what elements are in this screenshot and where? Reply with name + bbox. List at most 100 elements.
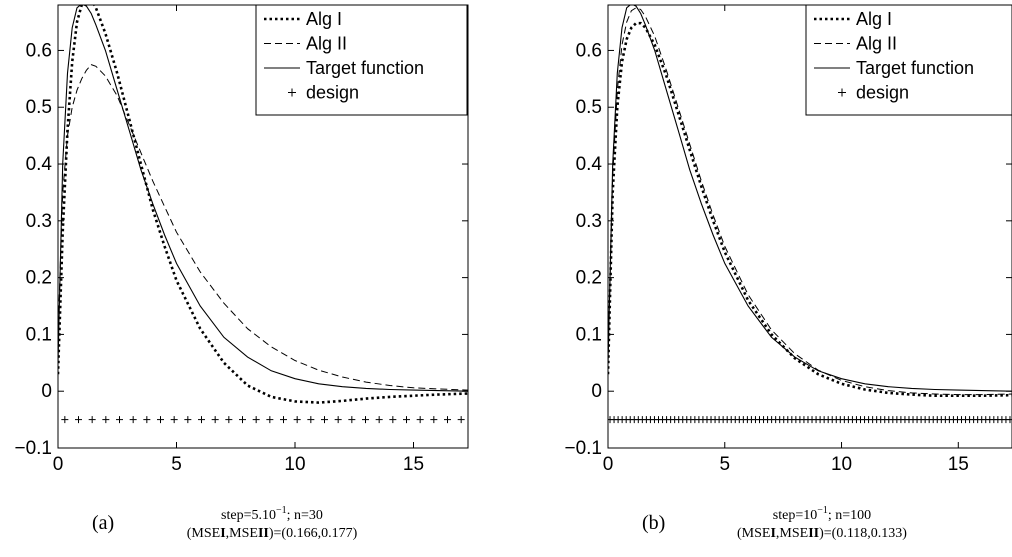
design-point [280,416,287,424]
series-line-alg-i [608,21,1012,398]
caption-line-2-mid: ,MSE [226,526,258,541]
design-point [88,416,96,424]
y-tick-label: −0.1 [14,438,52,459]
caption-line-1: step=5.10−1; n=30 [221,505,323,523]
design-point [293,416,301,424]
y-tick-label: 0.5 [26,97,52,118]
caption-line-2-post: )=(0.166,0.177) [269,526,358,541]
caption-line-2: (MSEI,MSEII)=(0.166,0.177) [187,526,358,541]
x-tick-label: 15 [403,454,424,475]
design-point [129,416,137,424]
y-tick-label: 0 [591,381,602,402]
legend-label: Alg II [306,34,347,54]
legend: Alg I Alg II Target function design [805,4,1012,116]
series-line-alg-ii [58,64,468,391]
x-tick-label: 5 [171,454,182,475]
caption-line-2-pre: (MSE [737,526,770,541]
caption-line-2-pre: (MSE [187,526,220,541]
legend-label: design [856,83,909,103]
caption-line-1-rest: ; n=30 [287,508,323,523]
x-tick-label: 0 [603,454,614,475]
legend: Alg I Alg II Target function design [255,4,468,116]
design-point [61,416,69,424]
legend-label: Alg II [856,34,897,54]
caption: (b) step=10−1; n=100(MSEI,MSEII)=(0.118,0… [642,505,907,541]
caption-line-1-text: step=5.10 [221,508,276,523]
y-tick-label: 0.2 [576,268,602,289]
design-point [143,416,151,424]
series-group [58,5,468,424]
design-point [334,416,342,424]
design-point [102,416,110,424]
x-tick-label: 5 [719,454,730,475]
legend-label: Alg I [856,9,892,29]
x-tick-label: 10 [284,454,305,475]
legend-label: design [306,83,359,103]
legend-label: Target function [856,58,974,78]
caption-line-2-bold-2: II [258,526,269,541]
design-point [252,416,260,424]
caption-line-2-bold-1: I [220,526,225,541]
caption-line-2: (MSEI,MSEII)=(0.118,0.133) [737,526,907,541]
design-point [1006,416,1012,424]
y-tick-label: 0.6 [576,40,602,61]
caption-line-1-text: step=10 [773,508,817,523]
y-tick-label: 0.1 [576,324,602,345]
legend-label: Target function [306,58,424,78]
caption-line-2-mid: ,MSE [776,526,808,541]
design-point [239,416,246,424]
legend-box [805,4,1012,116]
y-tick-label: 0.2 [26,268,52,289]
design-point [444,416,451,424]
design-point [116,416,123,424]
caption-line-2-bold-2: II [808,526,819,541]
design-point [307,416,315,424]
y-tick-label: 0 [41,381,52,402]
legend-label: Alg I [306,9,342,29]
design-point [170,416,178,424]
caption-tag: (a) [92,512,114,534]
x-tick-label: 0 [53,454,64,475]
design-point [184,416,192,424]
series-line-target-function [58,5,468,392]
design-point [430,416,438,424]
series-group [608,5,1012,424]
design-point [403,416,410,424]
caption-line-1-rest: ; n=100 [828,508,871,523]
x-tick-label: 15 [948,454,969,475]
caption-line-1: step=10−1; n=100 [773,505,871,523]
design-point [375,416,383,424]
design-point [157,416,164,424]
y-tick-label: 0.4 [26,154,53,175]
y-tick-label: 0.3 [26,211,52,232]
design-point [416,416,424,424]
x-tick-label: 10 [831,454,852,475]
design-point [362,416,369,424]
y-tick-label: −0.1 [564,438,602,459]
design-point [266,416,274,424]
design-point [348,416,356,424]
y-tick-label: 0.6 [26,40,52,61]
series-line-alg-ii [608,7,1012,396]
y-tick-label: 0.4 [576,154,603,175]
caption-line-2-bold-1: I [770,526,775,541]
design-point [389,416,397,424]
y-tick-label: 0.5 [576,97,602,118]
caption-tag: (b) [642,512,665,534]
design-point [75,416,82,424]
design-point [211,416,219,424]
y-tick-label: 0.3 [576,211,602,232]
design-point [457,416,465,424]
caption-line-2-post: )=(0.118,0.133) [819,526,907,541]
design-point [198,416,205,424]
design-point [321,416,328,424]
caption: (a) step=5.10−1; n=30(MSEI,MSEII)=(0.166,… [92,505,358,541]
caption-line-1-exponent: −1 [276,505,287,516]
caption-line-1-exponent: −1 [817,505,828,516]
y-tick-label: 0.1 [26,324,52,345]
series-line-target-function [608,5,1012,392]
legend-box [255,4,468,116]
design-point [225,416,233,424]
